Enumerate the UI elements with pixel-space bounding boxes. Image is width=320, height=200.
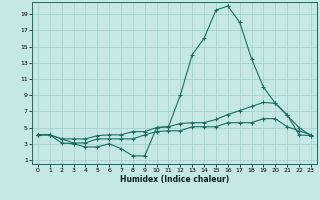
X-axis label: Humidex (Indice chaleur): Humidex (Indice chaleur) [120, 175, 229, 184]
